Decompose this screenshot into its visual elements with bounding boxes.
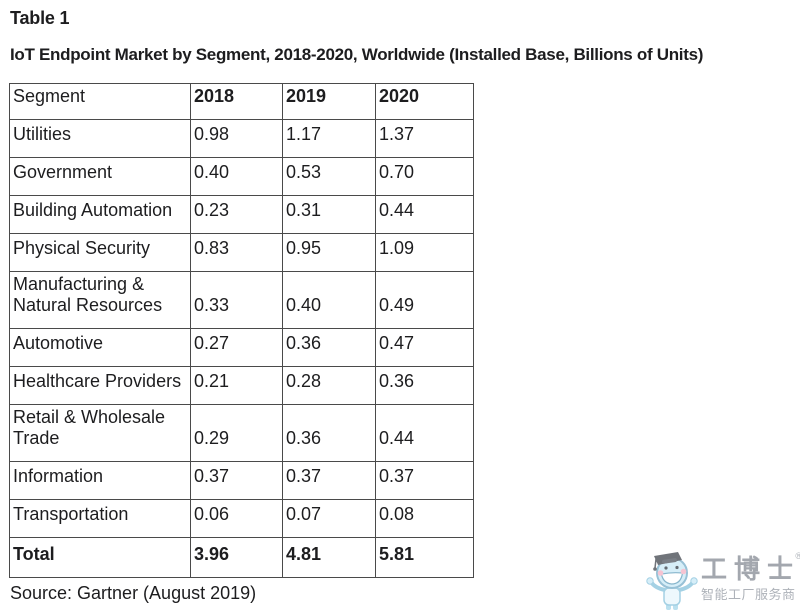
segment-cell: Information bbox=[9, 461, 191, 500]
value-cell: 0.27 bbox=[190, 328, 283, 367]
column-header-2019: 2019 bbox=[282, 83, 376, 120]
column-header-2020: 2020 bbox=[375, 83, 474, 120]
value-cell: 1.37 bbox=[375, 119, 474, 158]
value-cell: 0.40 bbox=[190, 157, 283, 196]
segment-cell: Retail & Wholesale Trade bbox=[9, 404, 191, 462]
value-cell: 0.36 bbox=[282, 404, 376, 462]
value-cell: 0.37 bbox=[375, 461, 474, 500]
value-cell: 0.21 bbox=[190, 366, 283, 405]
segment-cell: Utilities bbox=[9, 119, 191, 158]
value-cell: 0.47 bbox=[375, 328, 474, 367]
graduate-robot-mascot-icon bbox=[646, 552, 698, 610]
value-cell: 0.70 bbox=[375, 157, 474, 196]
table-row-utilities: Utilities 0.98 1.17 1.37 bbox=[9, 119, 474, 158]
total-label-cell: Total bbox=[9, 537, 191, 578]
value-cell: 0.23 bbox=[190, 195, 283, 234]
value-cell: 0.83 bbox=[190, 233, 283, 272]
source-text: Source: Gartner (August 2019) bbox=[10, 583, 257, 603]
watermark-brand-text: 工博士 bbox=[701, 554, 800, 584]
table-row-total: Total 3.96 4.81 5.81 bbox=[9, 537, 474, 578]
value-cell: 0.53 bbox=[282, 157, 376, 196]
total-value-cell: 5.81 bbox=[375, 537, 474, 578]
table-row-government: Government 0.40 0.53 0.70 bbox=[9, 157, 474, 196]
table-row-transportation: Transportation 0.06 0.07 0.08 bbox=[9, 499, 474, 538]
watermark-logo: 工博士 ® 智能工厂服务商 bbox=[645, 550, 800, 614]
value-cell: 0.49 bbox=[375, 271, 474, 329]
value-cell: 0.31 bbox=[282, 195, 376, 234]
segment-cell: Physical Security bbox=[9, 233, 191, 272]
value-cell: 0.07 bbox=[282, 499, 376, 538]
value-cell: 0.08 bbox=[375, 499, 474, 538]
watermark-text-block: 工博士 ® 智能工厂服务商 bbox=[701, 550, 800, 602]
value-cell: 1.09 bbox=[375, 233, 474, 272]
value-cell: 0.37 bbox=[282, 461, 376, 500]
value-cell: 0.98 bbox=[190, 119, 283, 158]
value-cell: 1.17 bbox=[282, 119, 376, 158]
value-cell: 0.44 bbox=[375, 404, 474, 462]
total-value-cell: 4.81 bbox=[282, 537, 376, 578]
segment-cell: Manufacturing & Natural Resources bbox=[9, 271, 191, 329]
value-cell: 0.06 bbox=[190, 499, 283, 538]
value-cell: 0.33 bbox=[190, 271, 283, 329]
column-header-2018: 2018 bbox=[190, 83, 283, 120]
value-cell: 0.29 bbox=[190, 404, 283, 462]
segment-cell: Automotive bbox=[9, 328, 191, 367]
segment-cell: Government bbox=[9, 157, 191, 196]
table-row-automotive: Automotive 0.27 0.36 0.47 bbox=[9, 328, 474, 367]
column-header-segment: Segment bbox=[9, 83, 191, 120]
table-header-row: Segment 2018 2019 2020 bbox=[9, 83, 474, 120]
table-row-healthcare-providers: Healthcare Providers 0.21 0.28 0.36 bbox=[9, 366, 474, 405]
segment-cell: Building Automation bbox=[9, 195, 191, 234]
value-cell: 0.36 bbox=[282, 328, 376, 367]
table-row-manufacturing-natural-resources: Manufacturing & Natural Resources 0.33 0… bbox=[9, 271, 474, 329]
total-value-cell: 3.96 bbox=[190, 537, 283, 578]
segment-cell: Healthcare Providers bbox=[9, 366, 191, 405]
table-row-building-automation: Building Automation 0.23 0.31 0.44 bbox=[9, 195, 474, 234]
segment-cell: Transportation bbox=[9, 499, 191, 538]
page-title: IoT Endpoint Market by Segment, 2018-202… bbox=[10, 45, 704, 64]
value-cell: 0.28 bbox=[282, 366, 376, 405]
registered-trademark-icon: ® bbox=[795, 551, 800, 561]
value-cell: 0.95 bbox=[282, 233, 376, 272]
table-row-retail-wholesale-trade: Retail & Wholesale Trade 0.29 0.36 0.44 bbox=[9, 404, 474, 462]
watermark-tagline-text: 智能工厂服务商 bbox=[701, 587, 796, 602]
table-label: Table 1 bbox=[10, 8, 70, 28]
table-row-information: Information 0.37 0.37 0.37 bbox=[9, 461, 474, 500]
value-cell: 0.40 bbox=[282, 271, 376, 329]
iot-endpoint-table: Segment 2018 2019 2020 Utilities 0.98 1.… bbox=[9, 83, 474, 578]
value-cell: 0.44 bbox=[375, 195, 474, 234]
table-row-physical-security: Physical Security 0.83 0.95 1.09 bbox=[9, 233, 474, 272]
value-cell: 0.36 bbox=[375, 366, 474, 405]
value-cell: 0.37 bbox=[190, 461, 283, 500]
